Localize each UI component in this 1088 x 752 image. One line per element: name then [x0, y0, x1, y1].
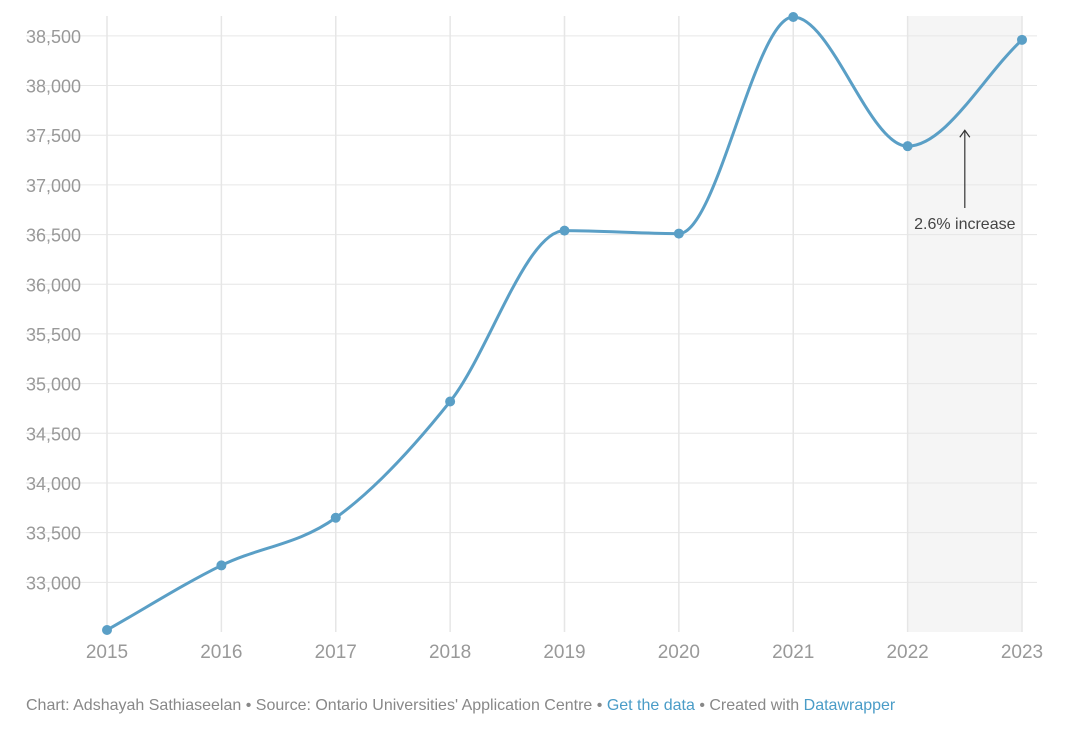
series-line — [105, 15, 1024, 632]
x-tick-label: 2022 — [886, 642, 928, 663]
chart-footer: Chart: Adshayah Sathiaseelan • Source: O… — [26, 697, 895, 715]
y-axis-ticks: 33,000 33,500 34,000 34,500 35,000 35,500 36,0… — [26, 27, 81, 593]
data-point — [102, 625, 112, 636]
x-tick-label: 2017 — [315, 642, 357, 663]
x-tick-label: 2021 — [772, 642, 814, 663]
y-tick-label: 38,000 — [26, 77, 81, 97]
x-tick-label: 2020 — [658, 642, 700, 663]
x-tick-label: 2023 — [1001, 642, 1043, 663]
annotation-arrowhead — [959, 129, 971, 138]
footer-separator: • — [592, 697, 607, 714]
y-tick-label: 34,500 — [26, 424, 81, 444]
y-tick-label: 33,500 — [26, 524, 81, 544]
data-point — [559, 225, 570, 236]
footer-separator: • — [241, 697, 256, 714]
y-tick-label: 35,000 — [26, 375, 81, 395]
data-points — [102, 11, 1027, 636]
data-point — [1017, 34, 1027, 45]
get-the-data-link[interactable]: Get the data — [606, 697, 695, 714]
y-tick-label: 34,000 — [26, 474, 81, 494]
x-tick-label: 2018 — [429, 642, 471, 663]
chart-source: Source: Ontario Universities' Applicatio… — [255, 697, 593, 714]
data-point — [673, 228, 684, 239]
vertical-gridlines — [106, 16, 1023, 632]
x-tick-label: 2015 — [86, 642, 128, 663]
y-tick-label: 37,000 — [26, 176, 81, 196]
data-point — [216, 560, 227, 571]
annotation-label: 2.6% increase — [914, 216, 1015, 233]
chart-credit: Chart: Adshayah Sathiaseelan — [26, 697, 242, 714]
x-axis-ticks: 2015 2016 2017 2018 2019 2020 2021 2022 2023 — [86, 642, 1043, 663]
y-tick-label: 36,500 — [26, 226, 81, 246]
horizontal-gridlines — [26, 35, 1037, 583]
y-tick-label: 35,500 — [26, 325, 81, 345]
data-point — [788, 11, 799, 22]
footer-separator: • — [694, 697, 710, 714]
y-tick-label: 36,000 — [26, 275, 81, 295]
datawrapper-link[interactable]: Datawrapper — [803, 697, 896, 714]
y-tick-label: 37,500 — [26, 126, 81, 146]
annotation: 2.6% increase — [914, 129, 1016, 233]
line-chart: 33,000 33,500 34,000 34,500 35,000 35,500 36,0… — [26, 11, 1043, 663]
data-point — [330, 512, 341, 523]
y-tick-label: 38,500 — [26, 27, 81, 47]
x-tick-label: 2016 — [200, 642, 242, 663]
highlight-band — [907, 16, 1022, 632]
data-point — [445, 396, 456, 407]
x-tick-label: 2019 — [543, 642, 585, 663]
data-point — [902, 141, 913, 152]
y-tick-label: 33,000 — [26, 573, 81, 593]
created-with-text: Created with — [709, 697, 804, 714]
